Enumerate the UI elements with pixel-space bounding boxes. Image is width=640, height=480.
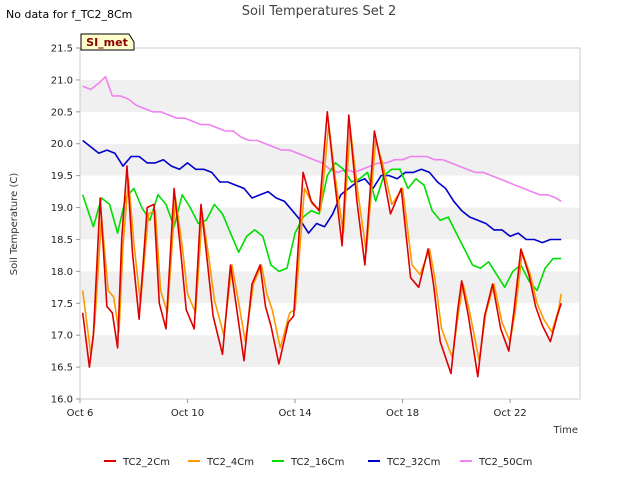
site-label-box: SI_met <box>80 33 135 51</box>
x-tick-label: Oct 6 <box>67 408 94 419</box>
y-tick-label: 21.5 <box>51 44 73 55</box>
y-tick-label: 17.0 <box>51 331 73 342</box>
y-tick-label: 16.0 <box>51 395 73 406</box>
series-line-tc2-50cm <box>82 75 562 202</box>
x-tick-label: Oct 22 <box>494 408 527 419</box>
y-tick-label: 16.5 <box>51 363 73 374</box>
y-tick-label: 18.0 <box>51 267 73 278</box>
legend: TC2_2Cm TC2_4Cm TC2_16Cm TC2_32Cm TC2_50Cm <box>104 457 532 468</box>
x-axis-label: Time <box>553 425 578 436</box>
y-tick-label: 19.0 <box>51 203 73 214</box>
y-axis-label: Soil Temperature (C) <box>9 173 20 276</box>
y-axis: 16.0 16.5 17.0 17.5 18.0 18.5 19.0 19.5 20.0 20.5… <box>51 44 80 406</box>
y-tick-label: 18.5 <box>51 235 73 246</box>
x-tick-label: Oct 10 <box>171 408 204 419</box>
site-label: SI_met <box>86 36 128 49</box>
series-layer <box>81 75 562 378</box>
grid-band <box>80 335 580 368</box>
grid-band <box>80 239 580 272</box>
grid-band <box>80 207 580 240</box>
legend-label: TC2_4Cm <box>206 457 254 468</box>
grid-band <box>80 79 580 112</box>
no-data-notice: No data for f_TC2_8Cm <box>6 8 132 21</box>
x-axis: Oct 6 Oct 10 Oct 14 Oct 18 Oct 22 <box>67 399 527 419</box>
series-line-tc2-2cm <box>81 111 562 378</box>
x-tick-label: Oct 18 <box>386 408 419 419</box>
y-tick-label: 20.5 <box>51 107 73 118</box>
grid-band <box>80 48 580 80</box>
series-line-tc2-32cm <box>82 139 562 244</box>
legend-label: TC2_50Cm <box>478 457 532 468</box>
legend-label: TC2_32Cm <box>386 457 440 468</box>
y-tick-label: 19.5 <box>51 171 73 182</box>
chart-title: Soil Temperatures Set 2 <box>242 4 397 19</box>
y-tick-label: 17.5 <box>51 299 73 310</box>
series-line-tc2-16cm <box>81 162 562 292</box>
x-tick-label: Oct 14 <box>278 408 311 419</box>
plot-area <box>79 47 581 400</box>
legend-label: TC2_16Cm <box>290 457 344 468</box>
grid-band <box>80 367 580 399</box>
y-tick-label: 21.0 <box>51 75 73 86</box>
y-tick-label: 20.0 <box>51 139 73 150</box>
legend-label: TC2_2Cm <box>122 457 170 468</box>
